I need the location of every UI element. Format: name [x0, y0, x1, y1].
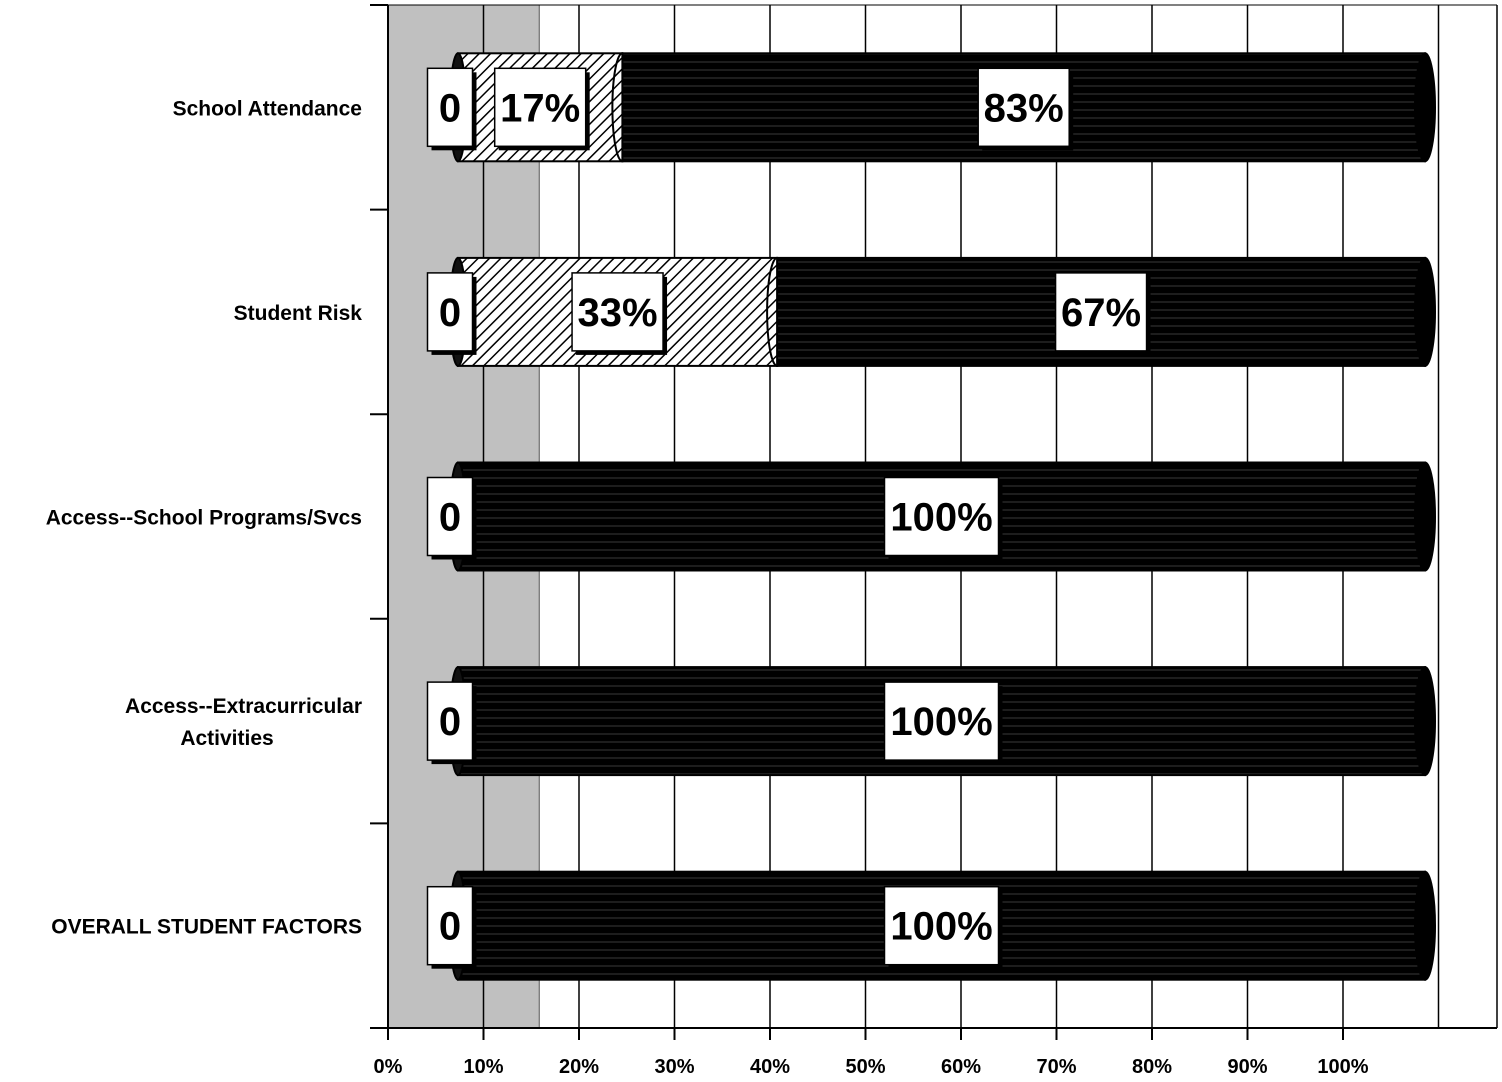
data-label: 0: [439, 86, 461, 130]
data-label: 0: [439, 291, 461, 335]
category-label: Access--Extracurricular: [125, 695, 362, 718]
x-tick-label: 70%: [1036, 1056, 1076, 1078]
data-label-box: [883, 885, 1000, 966]
bar-segment-cap: [1414, 256, 1436, 367]
bar-segment-cap: [1414, 461, 1436, 572]
data-label-box: [977, 67, 1070, 148]
x-tick-label: 40%: [750, 1056, 790, 1078]
data-label-box: [883, 476, 1000, 557]
data-label: 100%: [890, 700, 992, 744]
data-label-box: [426, 476, 474, 557]
bar-segment-cap: [1414, 52, 1436, 163]
data-label: 0: [439, 700, 461, 744]
x-tick-label: 20%: [559, 1056, 599, 1078]
category-label: Student Risk: [234, 302, 363, 325]
data-label: 100%: [890, 496, 992, 540]
category-label: Activities: [180, 727, 273, 750]
data-label: 67%: [1061, 291, 1141, 335]
x-tick-label: 50%: [845, 1056, 885, 1078]
category-label: OVERALL STUDENT FACTORS: [51, 916, 362, 939]
x-tick-label: 0%: [374, 1056, 403, 1078]
category-label: Access--School Programs/Svcs: [46, 507, 362, 530]
data-label-box: [1054, 272, 1148, 352]
data-label-box: [426, 681, 474, 761]
x-tick-label: 80%: [1132, 1056, 1172, 1078]
x-tick-label: 100%: [1317, 1056, 1368, 1078]
x-tick-label: 10%: [463, 1056, 503, 1078]
x-tick-label: 30%: [654, 1056, 694, 1078]
data-label-box: [493, 67, 587, 148]
data-label: 17%: [500, 86, 580, 130]
data-label: 0: [439, 496, 461, 540]
x-tick-label: 60%: [941, 1056, 981, 1078]
data-label-box: [571, 272, 664, 352]
bar-segment-cap: [1414, 666, 1436, 777]
category-labels-layer: School Attendance Student Risk Access--Sch…: [46, 97, 363, 938]
data-label-box: [426, 885, 474, 966]
data-label: 0: [439, 905, 461, 949]
x-tick-label: 90%: [1227, 1056, 1267, 1078]
bar-segment-cap: [1414, 870, 1436, 981]
category-label: School Attendance: [173, 97, 362, 120]
data-label-box: [426, 272, 474, 352]
data-labels-layer: 0 17% 83% 0 33% 67% 0 100% 0 100% 0 100%: [426, 67, 1151, 969]
axis-layer: [370, 4, 1498, 1040]
data-label: 100%: [890, 905, 992, 949]
data-label-box: [883, 681, 1000, 761]
data-label: 83%: [984, 86, 1064, 130]
tick-labels-layer: 0% 10% 20% 30% 40% 50% 60% 70% 80% 90% 100%: [374, 1056, 1369, 1078]
data-label-box: [426, 67, 474, 148]
data-label: 33%: [578, 291, 658, 335]
